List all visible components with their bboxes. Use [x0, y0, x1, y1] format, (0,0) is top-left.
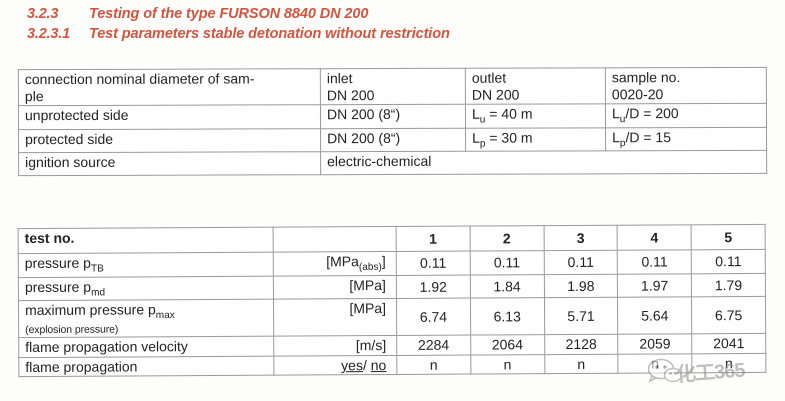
label-subscript: md [91, 287, 106, 299]
cell-value: n [544, 354, 619, 375]
test-parameters-table: connection nominal diameter of sam- ple … [17, 66, 768, 177]
label-base: maximum pressure p [25, 301, 156, 319]
label-subscript: max [155, 310, 175, 322]
cell-value: 2128 [544, 334, 619, 355]
heading-3-2-3-1: 3.2.3.1 Test parameters stable detonatio… [27, 26, 767, 42]
cell-value: 6.75 [691, 296, 766, 335]
header-col-2: 2 [469, 225, 544, 252]
cell-outlet: outlet DN 200 [465, 67, 606, 105]
rowlabel-maximum-pressure: maximum pressure pmax (explosion pressure… [18, 299, 274, 339]
cell-value: n [470, 354, 545, 375]
outlet-label: outlet [471, 69, 507, 86]
header-test-no: test no. [18, 227, 274, 254]
unit-no: no [370, 356, 387, 374]
symbol-rest: = 40 m [485, 105, 533, 122]
header-unit [273, 226, 397, 253]
table-row: ignition source electric-chemical [18, 150, 767, 177]
heading-3-2-3: 3.2.3 Testing of the type FURSON 8840 DN… [27, 6, 767, 22]
cell-value: 0.11 [617, 249, 692, 274]
header-col-1: 1 [396, 226, 470, 252]
heading-title: Test parameters stable detonation withou… [89, 26, 450, 42]
cell-value: 0.11 [469, 250, 544, 275]
sample-no-value: 0020-20 [611, 85, 664, 102]
table-row: protected side DN 200 (8“) Lp = 30 m Lp/… [18, 127, 767, 154]
symbol-base: L [612, 129, 620, 146]
unit-ms: [m/s] [273, 335, 397, 357]
unit-subscript: (abs) [358, 261, 382, 273]
inlet-label: inlet [326, 70, 353, 87]
cell-protected-length: Lp = 30 m [465, 127, 606, 152]
cell-protected-ld-ratio: Lp/D = 15 [605, 127, 767, 152]
cell-connection-nominal-diameter: connection nominal diameter of sam- ple [18, 68, 321, 106]
cell-unprotected-side-label: unprotected side [18, 104, 321, 130]
unit-mpa-abs: [MPa(abs)] [273, 251, 397, 276]
sample-no-label: sample no. [611, 69, 681, 86]
symbol-rest: = 30 m [485, 129, 533, 146]
cell-ignition-source-value: electric-chemical [320, 150, 767, 176]
cell-sample-no: sample no. 0020-20 [605, 67, 767, 104]
table-row-pressure-pmax: maximum pressure pmax (explosion pressure… [18, 296, 766, 339]
header-col-3: 3 [543, 225, 618, 251]
table-row: unprotected side DN 200 (8“) Lu = 40 m L… [18, 103, 767, 130]
rowlabel-pressure-ptb: pressure pTB [18, 252, 274, 278]
inlet-value: DN 200 [326, 86, 375, 103]
label-note: (explosion pressure) [25, 323, 119, 337]
cell-value: 2284 [396, 335, 471, 356]
cell-value: 2059 [618, 334, 692, 355]
heading-title: Testing of the type FURSON 8840 DN 200 [89, 6, 369, 22]
rowlabel-pressure-pmd: pressure pmd [18, 275, 274, 301]
outlet-value: DN 200 [471, 86, 520, 103]
rowlabel-flame-propagation: flame propagation [18, 356, 274, 378]
unit-yes-no: yes/ no [273, 355, 397, 376]
label-line-1: connection nominal diameter of sam- [24, 70, 255, 88]
cell-value: 0.11 [396, 251, 471, 276]
unit-base: [MPa [326, 253, 359, 270]
unit-mpa: [MPa] [273, 275, 397, 300]
cell-value: 1.98 [543, 273, 618, 299]
cell-value: 2064 [470, 335, 545, 356]
label-base: pressure p [24, 254, 91, 272]
section-headings: 3.2.3 Testing of the type FURSON 8840 DN… [27, 6, 767, 42]
symbol-base: L [472, 129, 480, 146]
cell-protected-side-label: protected side [18, 128, 321, 154]
cell-value: 5.64 [617, 297, 692, 335]
unit-rest: ] [381, 253, 386, 270]
cell-unprotected-side-inlet: DN 200 (8“) [320, 104, 466, 129]
test-results-table: test no. 1 2 3 4 5 pressure pTB [MPa(abs… [17, 223, 767, 378]
cell-inlet: inlet DN 200 [320, 68, 466, 105]
symbol-rest: /D = 15 [625, 128, 672, 145]
cell-value: 1.84 [470, 274, 545, 299]
rowlabel-flame-propagation-velocity: flame propagation velocity [18, 336, 274, 358]
cell-unprotected-length: Lu = 40 m [465, 103, 606, 128]
cell-value: 6.13 [470, 298, 545, 336]
symbol-base: L [471, 105, 480, 122]
label-base: pressure p [24, 278, 92, 295]
cell-unprotected-ld-ratio: Lu/D = 200 [605, 103, 767, 128]
table-row: connection nominal diameter of sam- ple … [18, 67, 767, 106]
label-line-2: ple [24, 87, 44, 104]
unit-mpa: [MPa] [273, 298, 397, 337]
cell-value: n [618, 353, 693, 374]
cell-value: n [691, 353, 766, 374]
header-col-5: 5 [691, 224, 766, 250]
heading-number: 3.2.3.1 [27, 26, 70, 42]
symbol-base: L [611, 105, 620, 122]
symbol-rest: /D = 200 [625, 105, 679, 122]
cell-protected-side-inlet: DN 200 (8“) [320, 127, 466, 153]
cell-value: 0.11 [543, 250, 618, 275]
cell-value: 1.79 [691, 273, 766, 298]
heading-number: 3.2.3 [27, 6, 59, 22]
table-row-flame-propagation: flame propagation yes/ no n n n n n [18, 353, 766, 378]
cell-value: 2041 [691, 333, 766, 354]
label-subscript: TB [90, 263, 104, 275]
unit-yes: yes [341, 357, 363, 374]
cell-value: 0.11 [691, 249, 766, 274]
cell-value: 1.92 [396, 274, 471, 299]
header-col-4: 4 [617, 224, 692, 251]
cell-value: 1.97 [617, 273, 692, 298]
cell-value: n [396, 355, 471, 375]
cell-value: 5.71 [544, 297, 619, 336]
cell-value: 6.74 [396, 298, 471, 336]
cell-ignition-source-label: ignition source [18, 152, 321, 177]
